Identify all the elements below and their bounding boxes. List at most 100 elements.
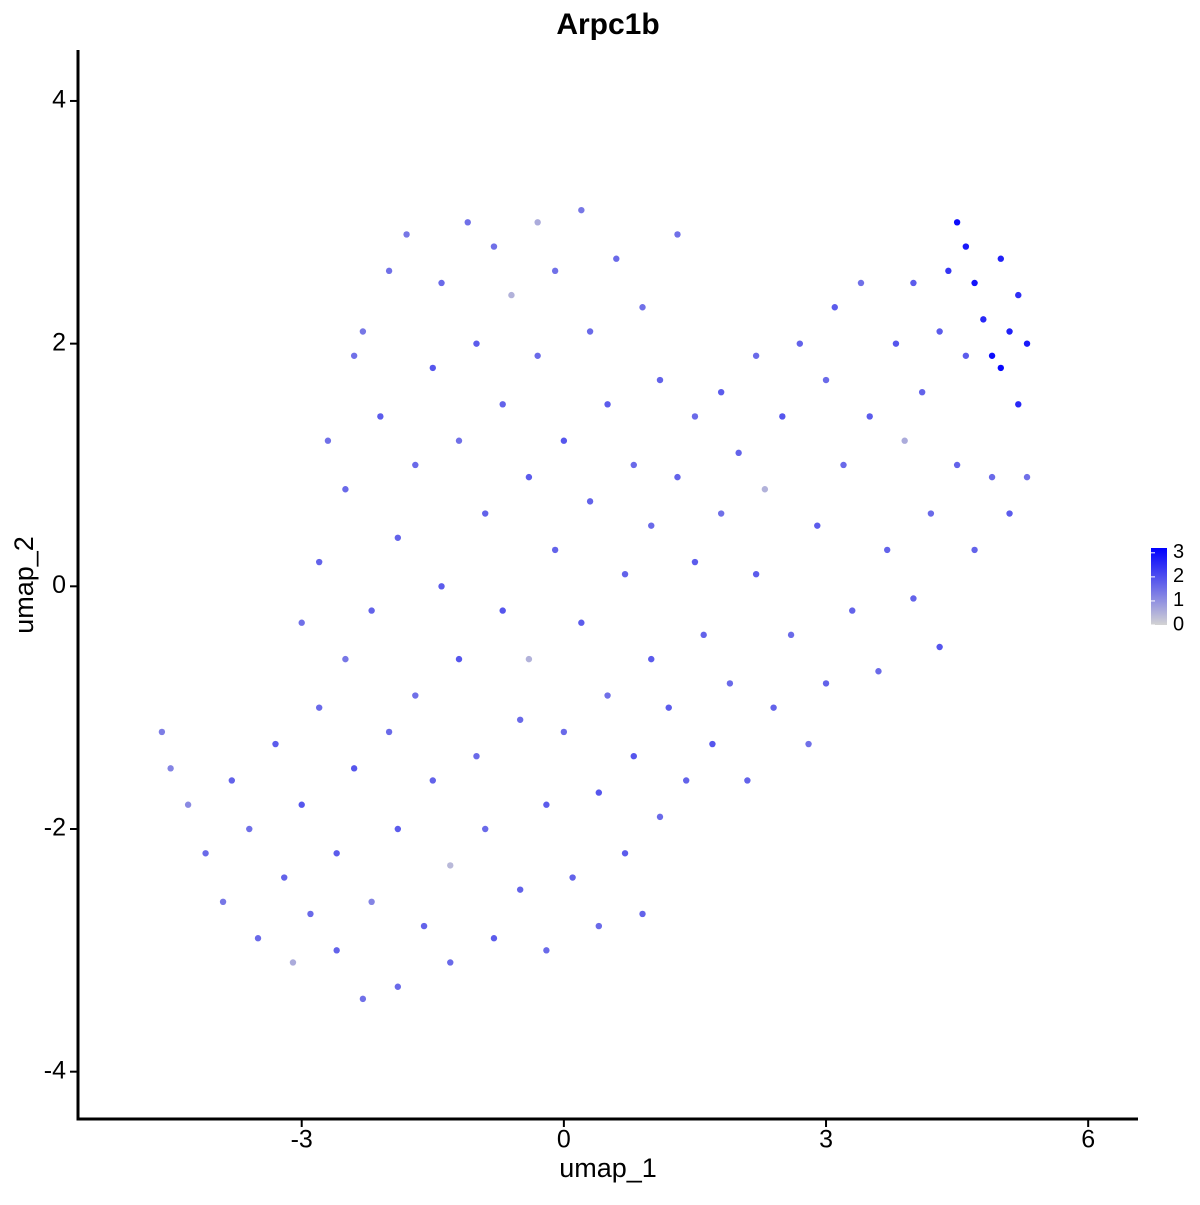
point <box>1006 328 1013 335</box>
point <box>473 340 480 347</box>
point <box>560 728 568 736</box>
x-tick-label: 6 <box>1081 1126 1095 1154</box>
x-tick-label: 0 <box>557 1126 571 1154</box>
point <box>412 692 419 699</box>
point <box>936 643 943 651</box>
point <box>831 304 838 311</box>
point <box>184 801 192 808</box>
point <box>455 437 463 444</box>
point <box>840 461 847 469</box>
point <box>342 486 349 493</box>
point <box>726 680 734 687</box>
y-tick-label: 0 <box>52 571 66 599</box>
point <box>1023 340 1031 347</box>
point <box>228 777 236 784</box>
point <box>569 874 576 881</box>
point <box>315 704 323 711</box>
point <box>394 825 402 833</box>
point <box>315 558 323 566</box>
point <box>936 328 943 335</box>
point <box>752 570 760 578</box>
point <box>525 473 533 481</box>
point <box>508 291 515 299</box>
point <box>359 995 367 1003</box>
point <box>884 546 891 554</box>
point <box>551 546 559 554</box>
point <box>988 473 996 481</box>
point <box>665 704 672 711</box>
point <box>307 910 314 918</box>
point <box>438 583 445 590</box>
point <box>298 801 305 808</box>
point <box>333 947 340 954</box>
point <box>447 959 454 966</box>
point <box>499 607 506 614</box>
point <box>639 910 646 918</box>
point <box>621 570 629 578</box>
point <box>560 437 568 444</box>
point <box>438 279 445 287</box>
point <box>717 510 725 517</box>
point <box>359 328 367 335</box>
point <box>464 219 471 226</box>
point <box>604 401 611 408</box>
point <box>350 352 358 359</box>
point <box>342 655 349 663</box>
point <box>945 267 952 275</box>
point <box>814 522 821 529</box>
colorbar-label: 0 <box>1173 613 1184 635</box>
point <box>866 413 873 420</box>
point <box>246 825 253 833</box>
point <box>849 607 856 614</box>
point <box>630 461 637 469</box>
point <box>420 922 428 930</box>
point <box>901 437 908 444</box>
point <box>254 935 262 942</box>
point <box>674 231 681 238</box>
point <box>490 935 498 942</box>
point <box>1015 401 1022 408</box>
point <box>822 680 830 687</box>
point <box>953 461 961 469</box>
point <box>980 316 987 323</box>
point <box>630 752 637 760</box>
point <box>770 704 777 711</box>
point <box>412 461 419 469</box>
point <box>473 752 480 760</box>
point <box>700 631 707 639</box>
point <box>385 728 393 736</box>
point <box>429 777 436 784</box>
point <box>953 219 961 226</box>
point <box>1006 510 1013 517</box>
point <box>709 740 716 748</box>
point <box>578 619 585 626</box>
y-tick-label: 2 <box>52 328 66 356</box>
point <box>482 825 489 833</box>
point <box>761 486 769 493</box>
point <box>621 850 629 857</box>
point <box>595 789 603 796</box>
y-axis-title: umap_2 <box>9 536 39 634</box>
point <box>735 449 742 457</box>
point <box>796 340 804 347</box>
point <box>516 886 524 893</box>
point <box>875 668 882 675</box>
point <box>394 983 402 990</box>
point <box>543 947 550 954</box>
point <box>534 219 541 226</box>
point <box>691 413 699 420</box>
point <box>525 655 533 663</box>
point <box>787 631 795 639</box>
point <box>962 352 970 359</box>
point <box>752 352 760 359</box>
point <box>857 279 865 287</box>
colorbar-label: 2 <box>1173 565 1184 587</box>
point <box>447 862 454 869</box>
y-tick-label: -2 <box>44 814 66 842</box>
x-axis-title: umap_1 <box>559 1153 657 1183</box>
point <box>613 255 620 262</box>
point <box>656 813 664 821</box>
point <box>997 364 1005 372</box>
point <box>333 850 340 857</box>
